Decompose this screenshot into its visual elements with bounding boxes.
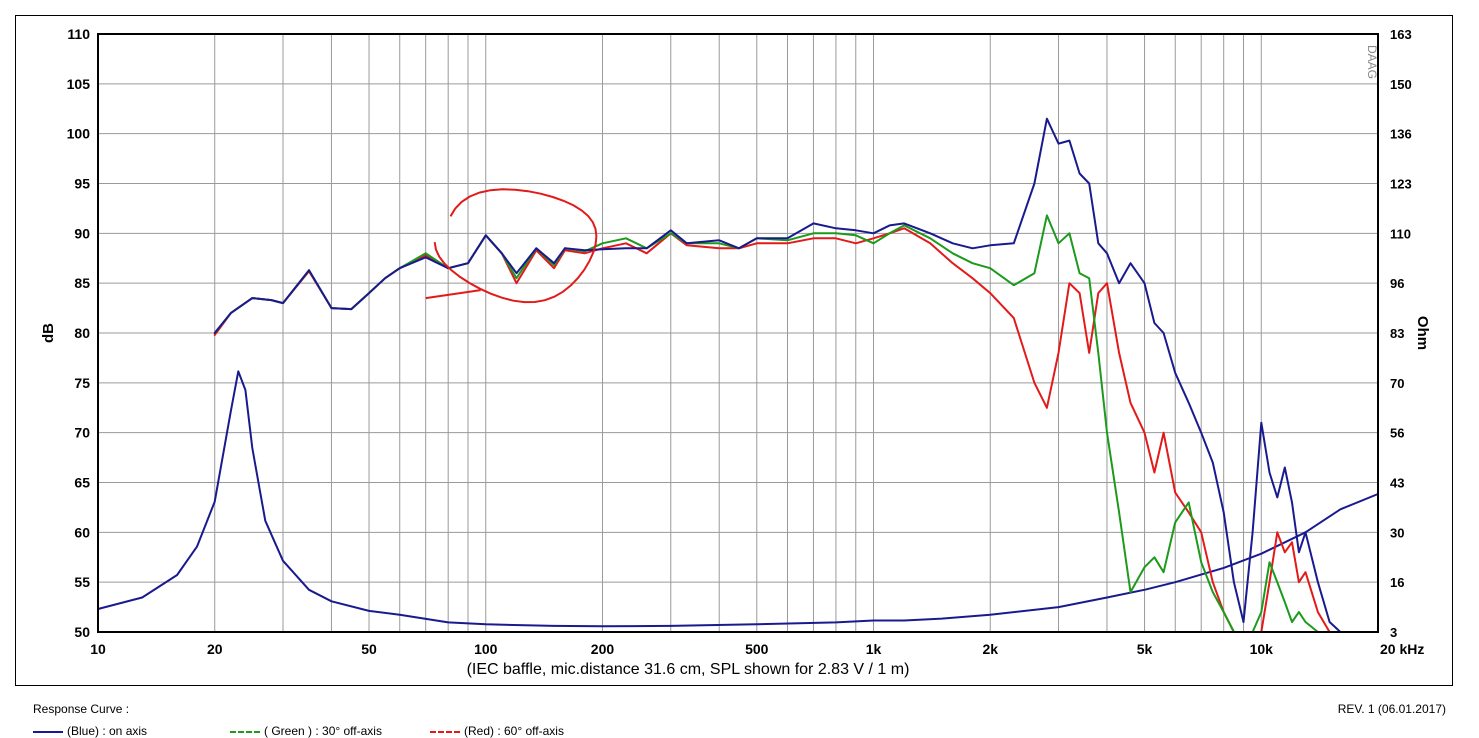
y-left-tick-label: 90 xyxy=(74,225,90,241)
y-right-tick-label: 56 xyxy=(1390,426,1404,441)
legend-item: ( Green ) : 30° off-axis xyxy=(230,724,382,738)
legend-item: (Red) : 60° off-axis xyxy=(430,724,564,738)
legend-swatch xyxy=(430,730,460,733)
y-left-tick-label: 55 xyxy=(74,574,90,590)
freehand-circle xyxy=(433,188,598,304)
y-right-tick-label: 30 xyxy=(1390,525,1404,540)
legend-label: ( Green ) : 30° off-axis xyxy=(264,724,382,738)
response-curve-label: Response Curve : xyxy=(33,702,130,716)
y-left-tick-label: 110 xyxy=(67,26,90,42)
y-right-tick-label: 3 xyxy=(1390,625,1397,640)
y-right-tick-label: 83 xyxy=(1390,326,1404,341)
y-left-tick-label: 50 xyxy=(74,624,90,640)
impedance-curve xyxy=(97,370,1379,628)
y-left-tick-label: 70 xyxy=(74,425,90,441)
x-tick-label: 20 xyxy=(207,641,223,657)
x-tick-label: 50 xyxy=(361,641,377,657)
y-right-tick-label: 43 xyxy=(1390,476,1404,491)
x-tick-label: 20 kHz xyxy=(1380,641,1424,657)
x-tick-label: 500 xyxy=(745,641,769,657)
plot-axes: 1101051009590858075706560555016315013612… xyxy=(15,15,1453,686)
y-right-tick-label: 16 xyxy=(1390,575,1404,590)
y-right-tick-label: 96 xyxy=(1390,276,1404,291)
x-tick-label: 200 xyxy=(591,641,615,657)
y-left-axis-label: dB xyxy=(40,323,57,343)
y-right-tick-label: 150 xyxy=(1390,77,1412,92)
x-tick-label: 2k xyxy=(982,641,998,657)
y-right-tick-label: 123 xyxy=(1390,177,1412,192)
y-left-tick-label: 95 xyxy=(74,176,90,192)
chart-id-mark: DAAG xyxy=(1365,45,1379,79)
x-tick-label: 10 xyxy=(90,641,106,657)
y-left-tick-label: 75 xyxy=(74,375,90,391)
response-curve-2 xyxy=(213,227,1379,633)
y-left-tick-label: 80 xyxy=(74,325,90,341)
y-right-axis-label: Ohm xyxy=(1414,316,1431,350)
freehand-stroke xyxy=(425,289,481,300)
x-axis-label: (IEC baffle, mic.distance 31.6 cm, SPL s… xyxy=(467,661,910,678)
x-tick-label: 10k xyxy=(1250,641,1274,657)
y-right-tick-label: 163 xyxy=(1390,27,1412,42)
y-right-tick-label: 70 xyxy=(1390,376,1404,391)
y-right-tick-label: 136 xyxy=(1390,127,1412,142)
x-tick-label: 1k xyxy=(866,641,882,657)
y-left-tick-label: 60 xyxy=(74,524,90,540)
y-left-tick-label: 65 xyxy=(74,475,90,491)
plot-series xyxy=(97,117,1379,633)
plot-grid xyxy=(97,33,1379,633)
x-tick-label: 100 xyxy=(474,641,498,657)
y-left-tick-label: 100 xyxy=(67,126,91,142)
x-tick-label: 5k xyxy=(1137,641,1153,657)
legend-item: (Blue) : on axis xyxy=(33,724,147,738)
y-left-tick-label: 85 xyxy=(74,275,90,291)
plot-frame xyxy=(97,33,1379,633)
y-left-tick-label: 105 xyxy=(67,76,91,92)
legend-label: (Blue) : on axis xyxy=(67,724,148,738)
legend-label: (Red) : 60° off-axis xyxy=(464,724,564,738)
revision-label: REV. 1 (06.01.2017) xyxy=(1337,702,1446,716)
response-curve-0 xyxy=(213,117,1379,633)
plot-annotations xyxy=(425,188,598,304)
outer-border xyxy=(15,15,1453,686)
legend-swatch xyxy=(230,730,260,733)
legend-swatch xyxy=(33,730,63,733)
y-right-tick-label: 110 xyxy=(1390,226,1411,241)
response-curve-1 xyxy=(213,214,1379,633)
